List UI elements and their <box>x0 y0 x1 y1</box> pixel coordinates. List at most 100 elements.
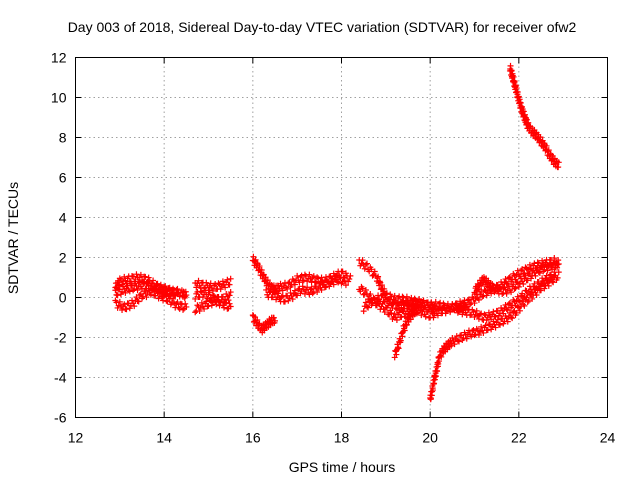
data-point <box>520 281 527 288</box>
data-point <box>133 271 140 278</box>
data-point <box>438 353 445 360</box>
data-point <box>217 286 224 293</box>
data-point <box>264 277 271 284</box>
data-point <box>112 287 119 294</box>
data-point <box>208 302 215 309</box>
data-point <box>521 111 528 118</box>
data-point <box>469 328 476 335</box>
data-point <box>367 291 374 298</box>
data-point <box>371 268 378 275</box>
data-point <box>281 298 288 305</box>
data-point <box>454 337 461 344</box>
data-point <box>227 275 234 282</box>
data-point <box>332 273 339 280</box>
data-point <box>391 310 398 317</box>
data-point <box>401 305 408 312</box>
data-point <box>346 276 353 283</box>
data-point <box>222 284 229 291</box>
data-point <box>263 286 270 293</box>
data-point <box>120 283 127 290</box>
data-point <box>529 295 536 302</box>
data-point <box>227 289 234 296</box>
data-point <box>301 290 308 297</box>
y-tick-label: 4 <box>59 210 67 226</box>
data-point <box>391 299 398 306</box>
data-point <box>512 302 519 309</box>
data-point <box>515 283 522 290</box>
data-point <box>284 285 291 292</box>
data-point <box>201 305 208 312</box>
data-point <box>449 301 456 308</box>
data-point <box>148 281 155 288</box>
data-point <box>429 387 436 394</box>
data-point <box>512 276 519 283</box>
data-point <box>544 277 551 284</box>
data-point <box>490 308 497 315</box>
data-point <box>538 287 544 294</box>
data-point <box>430 314 437 321</box>
data-point <box>447 309 454 316</box>
data-point <box>192 309 199 316</box>
data-point <box>418 303 425 310</box>
plot-layer <box>112 62 562 403</box>
data-point <box>133 294 140 301</box>
data-point <box>306 271 313 278</box>
data-point <box>434 368 441 375</box>
data-point <box>375 273 382 280</box>
data-point <box>279 287 286 294</box>
data-point <box>215 280 222 287</box>
data-point <box>347 272 354 279</box>
data-point <box>533 285 540 292</box>
data-point <box>362 299 369 306</box>
data-point <box>122 289 129 296</box>
data-point <box>457 298 464 305</box>
data-point <box>393 306 400 313</box>
data-point <box>157 284 164 291</box>
data-point <box>536 270 543 277</box>
data-point <box>163 297 170 304</box>
data-point <box>304 284 311 291</box>
data-point <box>209 291 216 298</box>
data-point <box>315 275 322 282</box>
data-point <box>406 303 413 310</box>
data-point <box>131 286 138 293</box>
data-point <box>509 315 516 322</box>
data-point <box>541 280 548 287</box>
data-point <box>361 265 368 272</box>
data-point <box>524 291 531 298</box>
y-tick-label: -4 <box>54 370 67 386</box>
data-point <box>146 287 153 294</box>
data-point <box>503 306 510 313</box>
data-point <box>521 302 528 309</box>
data-point <box>170 295 177 302</box>
data-point <box>289 296 296 303</box>
data-point <box>430 307 437 314</box>
y-tick-label: -6 <box>54 410 67 426</box>
data-point <box>513 278 520 285</box>
data-point <box>492 313 499 320</box>
data-point <box>173 286 180 293</box>
data-point <box>164 298 171 305</box>
data-point <box>275 290 282 297</box>
data-point <box>362 286 369 293</box>
data-point <box>488 326 495 333</box>
x-tick-label: 20 <box>422 430 438 446</box>
data-point <box>485 321 492 328</box>
data-point <box>483 317 490 324</box>
data-point <box>223 299 230 306</box>
y-axis-label: SDTVAR / TECUs <box>5 182 21 294</box>
data-point <box>183 303 190 310</box>
data-point <box>299 283 306 290</box>
data-point <box>457 303 464 310</box>
data-point <box>514 293 521 300</box>
data-point <box>278 294 285 301</box>
data-point <box>533 292 540 299</box>
data-point <box>143 294 150 301</box>
data-point <box>297 273 304 280</box>
x-axis-label: GPS time / hours <box>289 459 396 475</box>
data-point <box>393 316 400 323</box>
data-point <box>471 314 478 321</box>
data-point <box>555 260 562 267</box>
data-point <box>318 286 325 293</box>
